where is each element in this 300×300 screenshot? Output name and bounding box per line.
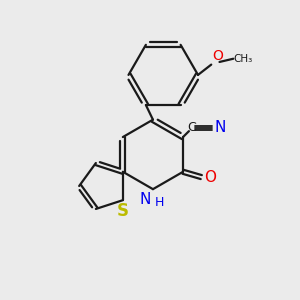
Text: O: O: [204, 169, 216, 184]
Text: O: O: [212, 50, 223, 63]
Text: CH₃: CH₃: [233, 54, 253, 64]
Text: N: N: [214, 120, 226, 135]
Text: S: S: [117, 202, 129, 220]
Text: C: C: [187, 121, 196, 134]
Text: N: N: [139, 191, 151, 206]
Text: H: H: [154, 196, 164, 208]
